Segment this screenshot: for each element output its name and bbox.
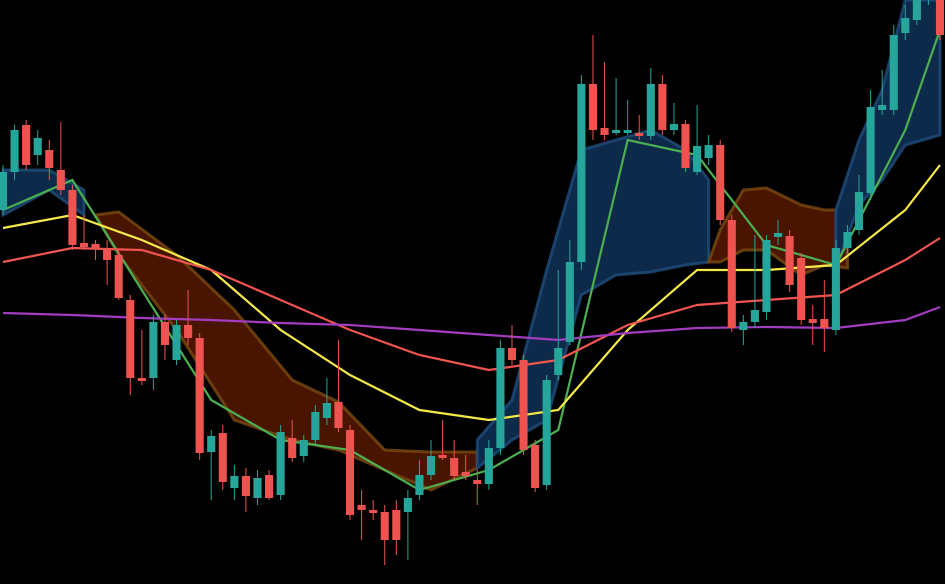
candle-body xyxy=(785,236,794,285)
candle-body xyxy=(22,125,31,165)
candle-body xyxy=(380,512,389,540)
candle-body xyxy=(322,403,331,418)
plot-area xyxy=(0,0,945,565)
candle-body xyxy=(623,130,632,133)
candle-body xyxy=(149,322,158,378)
candle-body xyxy=(519,360,528,450)
candle-body xyxy=(288,438,297,458)
candle-body xyxy=(635,133,644,136)
candle-body xyxy=(669,124,678,130)
candle-body xyxy=(808,319,817,323)
candle-body xyxy=(91,244,100,248)
candle-body xyxy=(56,170,65,190)
candle-body xyxy=(820,319,829,328)
candle-body xyxy=(496,348,505,448)
candle-body xyxy=(577,84,586,262)
candle-body xyxy=(265,475,274,498)
candle-body xyxy=(461,472,470,476)
candle-body xyxy=(137,378,146,381)
moving-average-line xyxy=(2,164,941,422)
candle-body xyxy=(600,128,609,135)
candle-body xyxy=(889,35,898,110)
candle-body xyxy=(403,498,412,512)
candle-body xyxy=(10,130,19,172)
candle-body xyxy=(311,412,320,440)
candle-body xyxy=(253,478,262,498)
candle-body xyxy=(912,0,921,20)
candle-body xyxy=(727,220,736,328)
candle-body xyxy=(843,232,852,248)
candle-body xyxy=(79,243,89,247)
candle-body xyxy=(299,440,308,456)
candle-body xyxy=(126,300,135,378)
candle-body xyxy=(230,476,239,488)
candle-body xyxy=(276,432,285,495)
candle-body xyxy=(588,84,598,130)
candle-body xyxy=(114,255,123,298)
candle-body xyxy=(473,480,482,484)
candle-body xyxy=(542,380,551,485)
candle-body xyxy=(195,338,204,453)
candle-body xyxy=(797,258,806,320)
candle-body xyxy=(750,310,759,322)
candle-body xyxy=(438,455,447,458)
candle-body xyxy=(0,172,8,210)
candle-body xyxy=(693,146,702,172)
candle-body xyxy=(531,445,540,488)
candle-body xyxy=(658,84,667,130)
candle-body xyxy=(184,325,193,338)
candle-body xyxy=(901,18,910,33)
candle-body xyxy=(854,192,864,230)
candle-body xyxy=(426,456,436,475)
candle-body xyxy=(392,510,401,540)
candle-body xyxy=(554,348,563,375)
candle-body xyxy=(704,145,713,158)
candle-body xyxy=(172,325,181,360)
candle-body xyxy=(160,322,169,345)
candle-body xyxy=(774,233,783,237)
candle-body xyxy=(646,84,655,136)
candle-body xyxy=(681,124,690,168)
candle-body xyxy=(207,436,216,452)
candle-body xyxy=(45,150,54,168)
candle-body xyxy=(415,475,424,495)
candle-body xyxy=(345,430,355,515)
candle-body xyxy=(334,402,343,428)
candle-body xyxy=(33,138,42,155)
candle-body xyxy=(762,240,771,312)
candle-body xyxy=(241,476,250,496)
candle-body xyxy=(450,458,459,476)
candle-body xyxy=(357,505,366,510)
moving-average-line xyxy=(2,237,941,372)
candle-body xyxy=(484,448,493,484)
candle-body xyxy=(612,130,621,133)
candle-body xyxy=(565,262,574,342)
candle-body xyxy=(716,145,725,220)
candle-body xyxy=(369,510,378,513)
candle-body xyxy=(866,107,875,193)
candle-body xyxy=(218,433,227,482)
candle-body xyxy=(103,250,112,260)
candle-body xyxy=(739,322,748,330)
candle-body xyxy=(68,190,77,245)
candle-body xyxy=(831,248,840,330)
candle-body xyxy=(878,105,887,110)
candle-body xyxy=(507,348,517,360)
candle-body xyxy=(935,0,945,35)
